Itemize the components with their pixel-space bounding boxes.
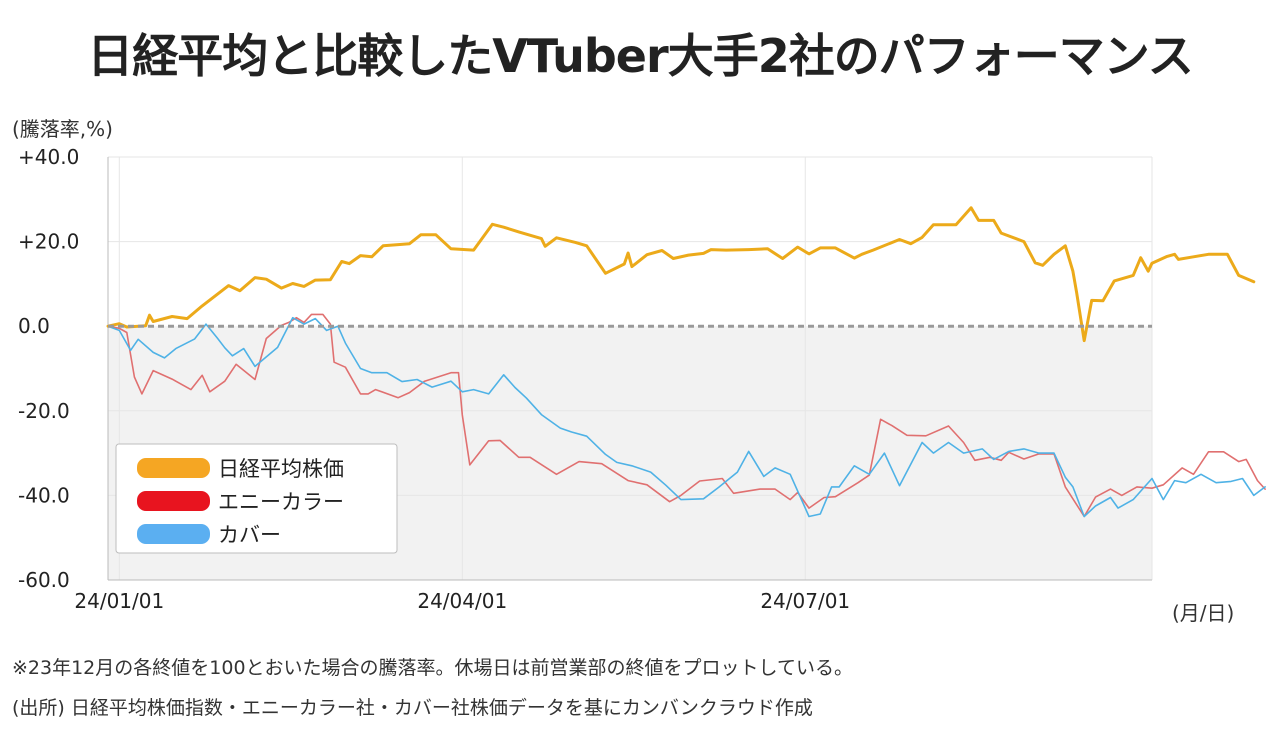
x-tick-label: 24/01/01 [74,589,164,613]
x-axis-unit-label: (月/日) [1172,601,1235,625]
legend-label-anycolor: エニーカラー [218,490,344,514]
y-tick-label: -60.0 [18,568,70,592]
y-tick-label: +40.0 [18,145,79,169]
legend-swatch-anycolor [137,491,210,511]
legend-label-cover: カバー [218,523,281,547]
series-lines [106,206,1266,518]
y-tick-label: -20.0 [18,399,70,423]
y-tick-label: 0.0 [18,314,50,338]
chart-title: 日経平均と比較したVTuber大手2社のパフォーマンス [87,29,1194,83]
source-note: (出所) 日経平均株価指数・エニーカラー社・カバー社株価データを基にカンバンクラ… [12,697,813,719]
x-tick-label: 24/07/01 [760,589,850,613]
series-line-nikkei [106,206,1256,343]
legend-swatch-cover [137,524,210,544]
y-tick-label: +20.0 [18,230,79,254]
legend-swatch-nikkei [137,458,210,478]
grid [107,156,1153,581]
legend-label-nikkei: 日経平均株価 [218,457,344,481]
series-line-cover [107,316,1266,518]
axis-ticks: +40.0 +20.0 0.0 -20.0 -40.0 -60.024/01/01 24/0… [18,145,850,613]
legend: 日経平均株価 エニーカラー カバー [115,443,398,554]
x-tick-label: 24/04/01 [417,589,507,613]
footnote: ※23年12月の各終値を100とおいた場合の騰落率。休場日は前営業部の終値をプロ… [12,657,853,679]
y-tick-label: -40.0 [18,483,70,507]
y-axis-unit-label: (騰落率,%) [12,117,113,141]
